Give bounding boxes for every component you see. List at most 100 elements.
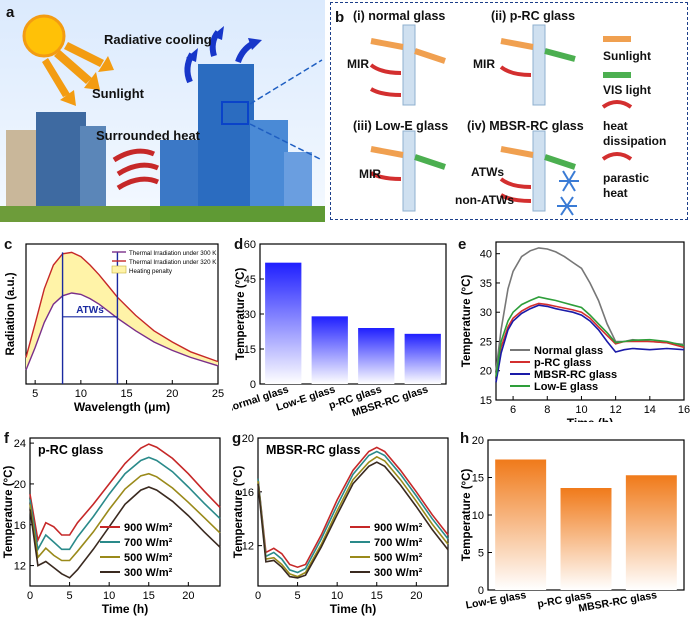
- y-axis-label: Temperature (°C): [235, 268, 247, 361]
- x-tick-label: 0: [255, 590, 261, 602]
- y-tick-label: 30: [244, 309, 256, 321]
- heat-arrows: [112, 148, 160, 191]
- y-tick-label: 0: [250, 379, 256, 391]
- y-tick-label: 12: [242, 541, 254, 553]
- buildings-right: [150, 64, 325, 222]
- y-tick-label: 35: [480, 278, 492, 290]
- series-line: [495, 296, 685, 377]
- snowflake-icon: [557, 170, 579, 216]
- legend-label: Thermal Irradiation under 300 K: [129, 250, 217, 257]
- plot-frame: [25, 243, 219, 385]
- atws-label: ATWs: [471, 165, 505, 179]
- legend-label: Thermal Irradiation under 320 K: [129, 259, 217, 266]
- surrounded-heat-label: Surrounded heat: [96, 128, 201, 143]
- legend-sunlight: Sunlight: [603, 49, 651, 63]
- panel-h-letter: h: [460, 430, 470, 447]
- y-axis-label: Temperature (°C): [233, 466, 245, 559]
- x-tick-label: 25: [212, 388, 224, 400]
- cooling-arrows: [184, 26, 262, 84]
- y-tick-label: 25: [480, 336, 492, 348]
- y-tick-label: 5: [478, 548, 484, 560]
- y-tick-label: 30: [480, 307, 492, 319]
- series-line: [257, 450, 449, 574]
- series-line: [29, 456, 221, 552]
- x-tick-label: 14: [644, 404, 656, 416]
- legend-heat-dissipation: heat dissipation: [603, 119, 667, 148]
- legend-label: 700 W/m²: [124, 537, 173, 549]
- x-tick-label: 15: [120, 388, 132, 400]
- y-tick-label: 20: [242, 433, 254, 445]
- x-tick-label: 12: [610, 404, 622, 416]
- non-atws-label: non-ATWs: [455, 193, 515, 207]
- x-tick-label: 5: [295, 590, 301, 602]
- y-tick-label: 12: [14, 561, 26, 573]
- x-axis-label: Wavelength (μm): [74, 400, 170, 414]
- glass-panes: [402, 24, 546, 212]
- y-axis-label: Temperature (°C): [3, 466, 15, 559]
- legend-label: 300 W/m²: [124, 567, 173, 579]
- y-tick-label: 16: [14, 520, 26, 532]
- chart-e: 6 8 10 12 14 16 15 20 25 30 35 40 Time (h) Temperatur…: [461, 241, 690, 422]
- y-axis-label: Temperature (°C): [461, 469, 473, 562]
- x-tick-label: 20: [166, 388, 178, 400]
- bar-mbsr-rc-glass: [404, 333, 441, 384]
- sunlight-arrows: [42, 42, 114, 106]
- panel-b: b (i) normal glass: [330, 2, 688, 220]
- x-tick-label: 6: [510, 404, 516, 416]
- series-line: [495, 304, 685, 383]
- y-tick-label: 15: [244, 344, 256, 356]
- legend-swatch: [111, 265, 127, 274]
- legend-label: 900 W/m²: [124, 522, 173, 534]
- x-tick-label: 10: [331, 590, 343, 602]
- y-tick-label: 45: [244, 274, 256, 286]
- legend-label: p-RC glass: [534, 357, 591, 369]
- mbsr-glass-title: (iv) MBSR-RC glass: [467, 119, 584, 133]
- x-tick-label: 5: [32, 388, 38, 400]
- mir-label-1: MIR: [347, 57, 369, 71]
- x-tick-label: 10: [75, 388, 87, 400]
- series-300k-line: [25, 292, 219, 371]
- y-tick-label: 16: [242, 487, 254, 499]
- x-tick-label: 15: [371, 590, 383, 602]
- bar-p-rc-glass: [358, 328, 395, 384]
- panel-g-letter: g: [232, 430, 242, 447]
- y-tick-label: 60: [244, 239, 256, 251]
- panel-a-letter: a: [6, 4, 15, 21]
- panel-a-illustration: [0, 14, 325, 222]
- plot-frame: [257, 437, 449, 587]
- y-axis-label: Temperature (°C): [461, 275, 473, 368]
- panel-f-letter: f: [4, 430, 9, 447]
- sunlight-label: Sunlight: [92, 86, 144, 101]
- y-tick-label: 15: [472, 473, 484, 485]
- legend-vis-light: VIS light: [603, 83, 651, 97]
- plot-frame: [495, 241, 685, 401]
- legend-label: MBSR-RC glass: [534, 369, 617, 381]
- sunlight-arrows: [370, 38, 534, 158]
- y-tick-label: 24: [14, 438, 26, 450]
- y-tick-label: 20: [472, 435, 484, 447]
- x-axis-label: Time (h): [330, 602, 376, 616]
- y-tick-label: 20: [14, 479, 26, 491]
- series-line: [29, 443, 221, 543]
- mir-arrows: [369, 63, 532, 203]
- panel-c-letter: c: [4, 236, 13, 253]
- bar-p-rc-glass: [560, 488, 612, 590]
- prc-glass-title: (ii) p-RC glass: [491, 9, 576, 23]
- series-line: [257, 461, 449, 579]
- x-axis-label: Time (h): [567, 416, 613, 422]
- chart-g: 0 5 10 15 20 12 16 20 Time (h) Temperature (°C) MB…: [233, 433, 449, 616]
- x-tick-label: 10: [575, 404, 587, 416]
- y-axis-label: Radiation (a.u.): [5, 272, 17, 355]
- bar-normal-glass: [265, 262, 302, 384]
- series-line: [29, 472, 221, 562]
- category-label: Low-E glass: [465, 589, 528, 611]
- panel-a: a: [0, 0, 325, 222]
- x-tick-label: 20: [410, 590, 422, 602]
- mir-label-2: MIR: [473, 57, 495, 71]
- legend-label: 500 W/m²: [374, 552, 423, 564]
- x-tick-label: 16: [678, 404, 690, 416]
- y-tick-label: 10: [472, 510, 484, 522]
- x-tick-label: 10: [103, 590, 115, 602]
